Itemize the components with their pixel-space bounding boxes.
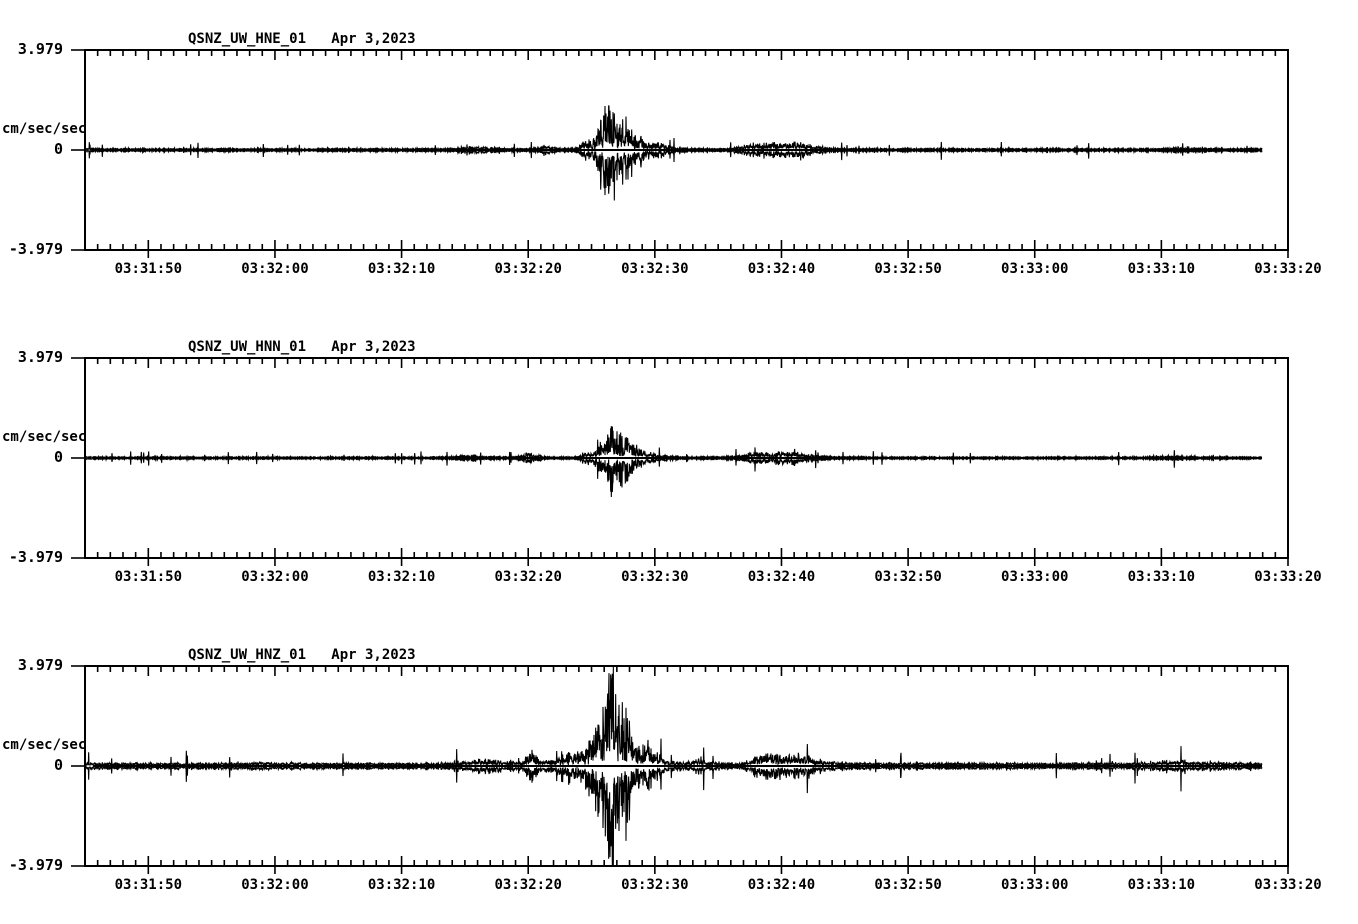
x-axis-tick-label: 03:32:10 [367,877,436,893]
x-axis-tick-label: 03:33:00 [1001,261,1069,277]
x-axis-tick-label: 03:32:50 [874,877,942,893]
x-axis-tick-label: 03:32:20 [494,261,562,277]
x-axis-tick-label: 03:32:00 [241,569,309,585]
axis-ticks [71,49,1289,258]
waveform-trace [84,105,1263,201]
x-axis-tick-label: 03:32:40 [747,569,816,585]
x-axis-tick-label: 03:33:10 [1127,569,1196,585]
x-axis-tick-label: 03:31:50 [114,569,183,585]
x-axis-tick-label: 03:33:20 [1254,569,1322,585]
y-axis-max-label: 3.979 [17,348,63,366]
x-axis-tick-label: 03:32:10 [367,261,436,277]
y-axis-max-label: 3.979 [17,40,63,58]
y-axis-zero-label: 0 [53,140,63,158]
x-axis-tick-label: 03:32:40 [747,261,816,277]
y-axis-min-label: -3.979 [8,548,63,566]
panel-title: QSNZ_UW_HNE_01 Apr 3,2023 [188,31,416,47]
x-axis-tick-label: 03:32:00 [241,261,309,277]
x-axis-tick-label: 03:33:20 [1254,261,1322,277]
x-axis-tick-label: 03:32:20 [494,569,562,585]
x-axis-tick-label: 03:33:20 [1254,877,1322,893]
x-axis-tick-label: 03:32:30 [621,261,689,277]
waveform-trace [84,426,1263,498]
x-axis-tick-label: 03:33:10 [1127,261,1196,277]
y-axis-unit-label: cm/sec/sec [2,121,87,137]
x-axis-tick-label: 03:32:30 [621,569,689,585]
x-axis-tick-label: 03:33:00 [1001,877,1069,893]
x-axis-tick-label: 03:32:00 [241,877,309,893]
y-axis-min-label: -3.979 [8,856,63,874]
x-axis-tick-label: 03:33:10 [1127,877,1196,893]
axis-ticks [71,665,1289,874]
panel-title: QSNZ_UW_HNN_01 Apr 3,2023 [188,339,416,355]
axis-ticks [71,357,1289,566]
waveform-trace [84,666,1263,867]
y-axis-zero-label: 0 [53,448,63,466]
y-axis-zero-label: 0 [53,756,63,774]
panel-title: QSNZ_UW_HNZ_01 Apr 3,2023 [188,647,416,663]
x-axis-tick-label: 03:32:10 [367,569,436,585]
y-axis-unit-label: cm/sec/sec [2,429,87,445]
x-axis-tick-label: 03:31:50 [114,877,183,893]
x-axis-tick-label: 03:32:30 [621,877,689,893]
x-axis-tick-label: 03:32:20 [494,877,562,893]
x-axis-tick-label: 03:32:40 [747,877,816,893]
x-axis-tick-label: 03:33:00 [1001,569,1069,585]
y-axis-unit-label: cm/sec/sec [2,737,87,753]
x-axis-tick-label: 03:32:50 [874,261,942,277]
y-axis-max-label: 3.979 [17,656,63,674]
x-axis-tick-label: 03:31:50 [114,261,183,277]
y-axis-min-label: -3.979 [8,240,63,258]
x-axis-tick-label: 03:32:50 [874,569,942,585]
